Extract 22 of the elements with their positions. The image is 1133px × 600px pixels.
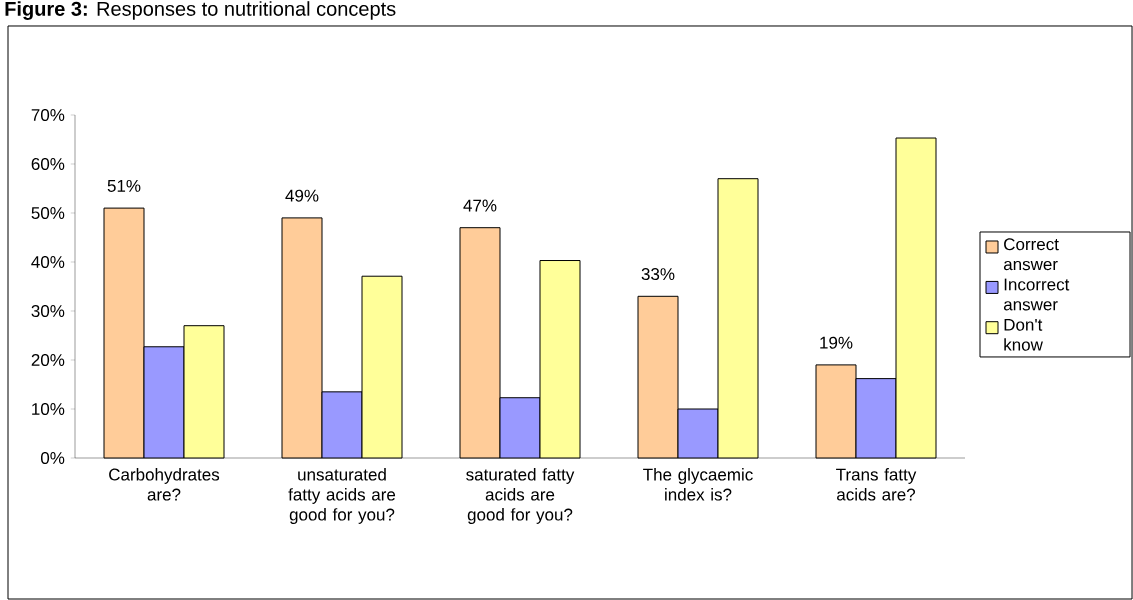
x-tick-label: Carbohydrates are? (109, 468, 220, 501)
legend-label: Incorrect answer (1003, 278, 1070, 311)
legend-label: Don't know (1004, 318, 1043, 351)
chart-title: Figure 3: Responses to nutritional concepts (5, 1, 396, 20)
data-label: 19% (820, 336, 853, 349)
y-tick-label: 10% (32, 402, 65, 416)
y-tick-label: 40% (31, 255, 65, 269)
data-label: 47% (463, 199, 497, 212)
y-tick-label: 50% (31, 206, 65, 220)
x-tick-label: saturated fatty acids are good for you? (466, 468, 575, 524)
data-label: 51% (107, 179, 141, 192)
y-tick-label: 30% (31, 304, 65, 318)
data-label: 49% (285, 189, 319, 202)
y-tick-label: 60% (31, 157, 65, 171)
y-tick-label: 20% (31, 353, 65, 367)
y-tick-label: 0% (40, 451, 65, 465)
data-label: 33% (641, 268, 675, 281)
x-tick-label: Trans fatty acids are? (836, 468, 917, 501)
y-tick-label: 70% (31, 108, 65, 122)
legend-label: Correct answer (1003, 238, 1059, 271)
x-tick-label: unsaturated fatty acids are good for you? (288, 468, 396, 524)
x-tick-label: The glycaemic index is? (643, 468, 753, 501)
